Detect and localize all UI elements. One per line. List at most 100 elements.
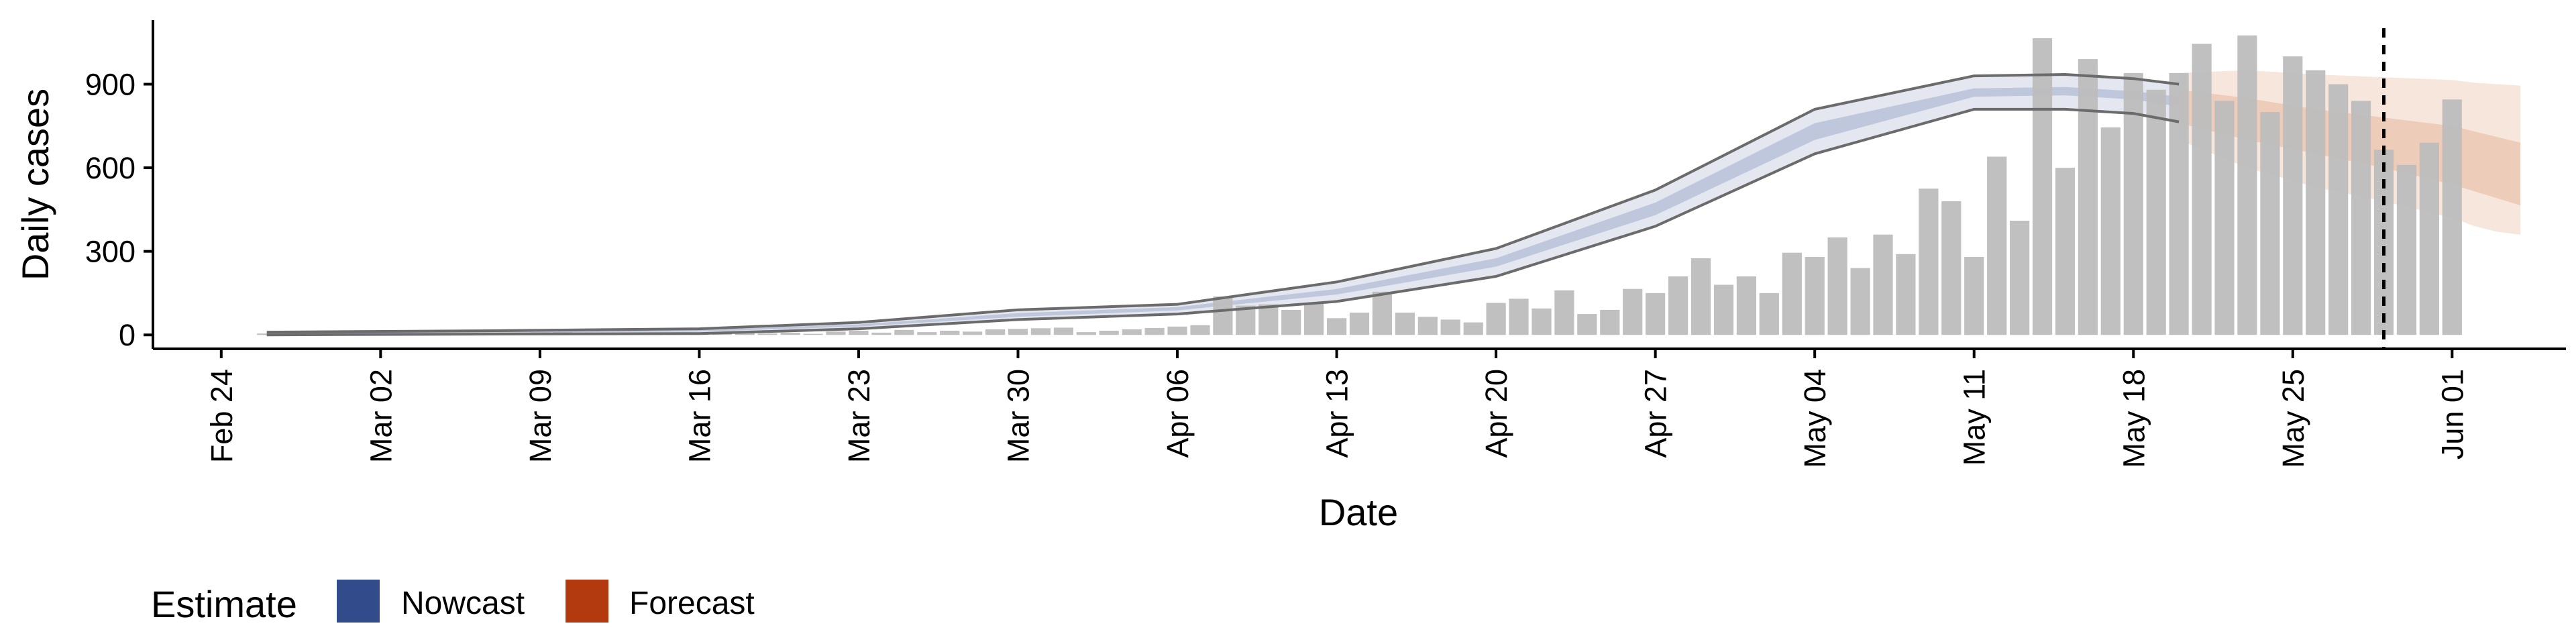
y-tick-label: 300 bbox=[85, 235, 136, 269]
case-bar bbox=[1509, 299, 1529, 335]
nowcast-upper-line bbox=[266, 72, 2180, 334]
case-bar bbox=[1236, 305, 1256, 335]
case-bar bbox=[1850, 268, 1870, 335]
case-bar bbox=[1076, 332, 1096, 335]
case-bar bbox=[2100, 127, 2121, 335]
case-bar bbox=[735, 332, 755, 335]
case-bar bbox=[1554, 290, 1574, 335]
x-tick-label: Mar 16 bbox=[682, 369, 716, 463]
case-bar bbox=[1759, 292, 1779, 335]
case-bar bbox=[1417, 317, 1438, 335]
case-bar bbox=[1577, 314, 1597, 335]
case-bar bbox=[1782, 252, 1802, 335]
x-tick-label: Apr 27 bbox=[1639, 369, 1673, 458]
case-bar bbox=[894, 329, 914, 335]
x-tick-label: Mar 02 bbox=[364, 369, 398, 463]
case-bar bbox=[1600, 309, 1620, 335]
case-bar bbox=[1167, 326, 1187, 335]
case-bar bbox=[1304, 303, 1324, 335]
case-bar bbox=[2214, 101, 2235, 335]
case-bar bbox=[1486, 303, 1506, 335]
case-bar bbox=[1144, 327, 1165, 335]
daily-cases-bars bbox=[257, 35, 2462, 335]
case-bar bbox=[1440, 319, 1460, 335]
case-bar bbox=[1030, 328, 1051, 335]
legend-key-forecast bbox=[566, 580, 608, 623]
y-axis-ticks: 0 300 600 900 bbox=[85, 68, 153, 352]
case-bar bbox=[2351, 101, 2371, 335]
case-bar bbox=[1213, 296, 1233, 335]
case-bar bbox=[2055, 168, 2076, 335]
x-tick-label: Jun 01 bbox=[2435, 369, 2469, 460]
nowcast-outer-band bbox=[266, 74, 2180, 335]
case-bar bbox=[1941, 201, 1962, 335]
case-bar bbox=[940, 331, 960, 335]
case-bar bbox=[2328, 84, 2349, 335]
case-bar bbox=[963, 331, 983, 335]
case-bar bbox=[1805, 257, 1825, 335]
legend-label-forecast: Forecast bbox=[629, 586, 755, 621]
x-tick-label: Feb 24 bbox=[205, 369, 239, 463]
case-bar bbox=[1713, 284, 1734, 335]
case-bar bbox=[1919, 189, 1939, 335]
case-bar bbox=[1372, 291, 1392, 335]
case-bar bbox=[1873, 234, 1893, 335]
x-tick-label: May 11 bbox=[1957, 369, 1992, 466]
case-bar bbox=[826, 331, 846, 335]
case-bar bbox=[2237, 35, 2257, 335]
case-bar bbox=[1668, 276, 1688, 335]
nowcast-lower-line bbox=[266, 107, 2180, 337]
case-bar bbox=[2419, 142, 2439, 335]
case-bar bbox=[2010, 221, 2030, 335]
case-bar bbox=[871, 332, 892, 335]
x-tick-label: May 25 bbox=[2276, 369, 2310, 468]
case-bar bbox=[1008, 329, 1028, 335]
case-bar bbox=[1327, 318, 1347, 335]
x-tick-label: May 04 bbox=[1798, 369, 1832, 468]
case-bar bbox=[2123, 72, 2143, 335]
legend-key-nowcast bbox=[337, 580, 380, 623]
x-axis-title: Date bbox=[1319, 491, 1398, 533]
case-bar bbox=[2396, 164, 2417, 335]
case-bar bbox=[849, 331, 869, 335]
legend-label-nowcast: Nowcast bbox=[401, 586, 525, 621]
y-tick-label: 900 bbox=[85, 68, 136, 102]
case-bar bbox=[1053, 327, 1073, 335]
x-tick-label: Mar 30 bbox=[1001, 369, 1035, 463]
case-bar bbox=[1349, 313, 1370, 335]
case-bar bbox=[1395, 313, 1415, 335]
case-bar bbox=[1623, 288, 1643, 335]
case-bar bbox=[1987, 156, 2007, 335]
case-bar bbox=[2283, 56, 2303, 335]
y-tick-label: 600 bbox=[85, 151, 136, 185]
case-bar bbox=[2442, 99, 2462, 335]
case-bar bbox=[1122, 329, 1142, 335]
legend-title: Estimate bbox=[151, 583, 297, 625]
case-bar bbox=[1532, 308, 1552, 335]
x-tick-label: May 18 bbox=[2116, 369, 2151, 468]
case-bar bbox=[917, 332, 937, 335]
case-bar bbox=[2192, 44, 2212, 335]
case-bar bbox=[1463, 322, 1483, 335]
y-axis-title: Daily cases bbox=[14, 89, 56, 280]
case-bar bbox=[2169, 72, 2189, 335]
case-bar bbox=[2078, 59, 2098, 335]
case-bar bbox=[757, 333, 777, 335]
legend: Estimate Nowcast Forecast bbox=[151, 580, 755, 625]
case-bar bbox=[1099, 331, 1119, 335]
case-bar bbox=[1736, 276, 1756, 335]
case-bar bbox=[1964, 257, 1984, 335]
x-tick-label: Apr 20 bbox=[1479, 369, 1513, 458]
case-bar bbox=[2032, 38, 2053, 335]
case-bar bbox=[1896, 254, 1916, 335]
case-bar bbox=[2146, 89, 2166, 335]
case-bar bbox=[2373, 150, 2394, 335]
case-bar bbox=[1190, 325, 1210, 335]
case-bar bbox=[2260, 112, 2280, 335]
x-tick-label: Apr 06 bbox=[1161, 369, 1195, 458]
x-tick-label: Mar 09 bbox=[523, 369, 557, 463]
case-bar bbox=[780, 332, 800, 335]
x-tick-label: Mar 23 bbox=[842, 369, 876, 463]
case-bar bbox=[2306, 70, 2326, 335]
